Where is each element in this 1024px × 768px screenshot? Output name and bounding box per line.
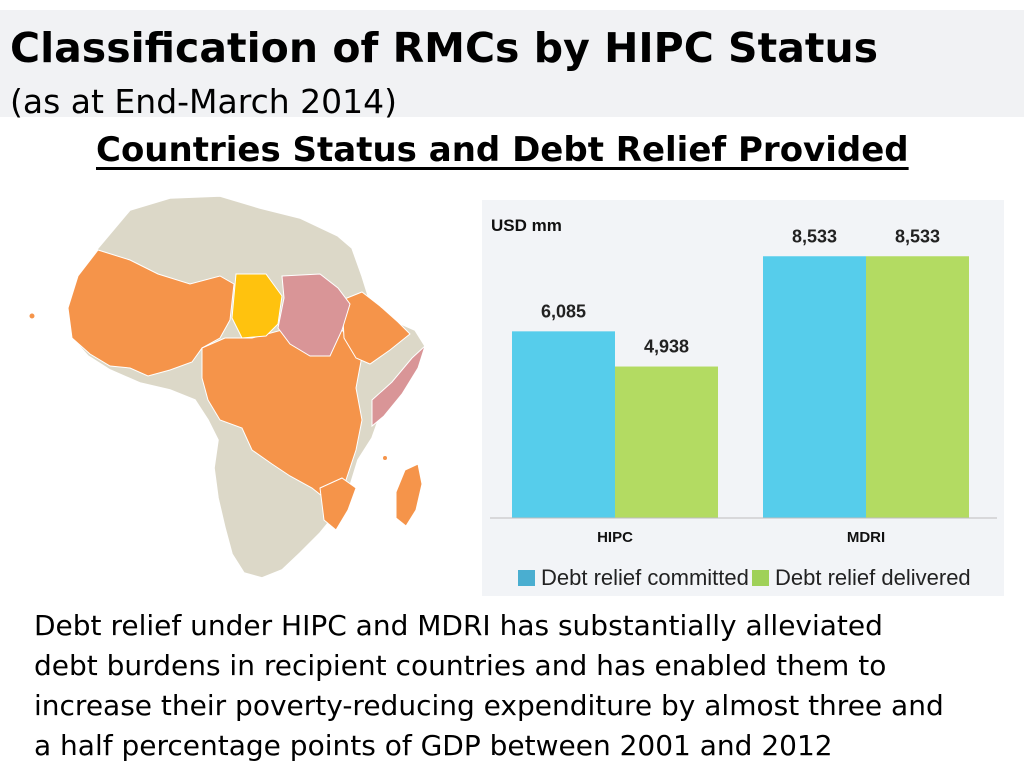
body-line: Debt relief under HIPC and MDRI has subs… <box>34 609 883 642</box>
map-region-ethiopia <box>341 291 411 365</box>
map-region-somalia <box>371 344 427 428</box>
body-text: Debt relief under HIPC and MDRI has subs… <box>34 606 1004 766</box>
map-island-comoros <box>382 455 388 461</box>
data-label: 8,533 <box>895 226 940 246</box>
title-band: Classification of RMCs by HIPC Status (a… <box>0 10 1024 121</box>
map-region-west-africa <box>67 249 235 377</box>
map-region-chad <box>231 273 283 339</box>
map-region-madagascar <box>395 463 423 527</box>
africa-map-svg <box>28 195 427 579</box>
category-label: MDRI <box>847 529 885 546</box>
data-label: 4,938 <box>644 337 689 357</box>
data-label: 8,533 <box>792 226 837 246</box>
africa-map <box>20 188 445 586</box>
section-heading: Countries Status and Debt Relief Provide… <box>96 130 909 170</box>
bar-mdri-delivered <box>866 256 969 518</box>
legend-swatch <box>518 570 535 586</box>
bar-mdri-committed <box>763 256 866 518</box>
bar-chart: USD mm 6,085 4,938 8,533 8,533 HIPC MDRI Deb… <box>490 216 997 590</box>
bars-layer: 6,085 4,938 8,533 8,533 <box>512 226 969 518</box>
legend-label: Debt relief delivered <box>775 565 971 590</box>
data-label: 6,085 <box>541 301 586 321</box>
unit-label: USD mm <box>491 216 562 235</box>
bar-hipc-committed <box>512 331 615 518</box>
body-line: increase their poverty-reducing expendit… <box>34 689 944 722</box>
category-label: HIPC <box>597 529 633 546</box>
map-region-sudan <box>277 273 351 357</box>
map-region-south-east <box>319 477 357 531</box>
body-line: debt burdens in recipient countries and … <box>34 649 887 682</box>
map-island-cape-verde <box>28 312 36 320</box>
page-subtitle: (as at End-March 2014) <box>10 82 397 121</box>
legend-swatch <box>752 570 769 586</box>
page-title: Classification of RMCs by HIPC Status <box>10 24 879 72</box>
body-line: a half percentage points of GDP between … <box>34 729 833 762</box>
legend-label: Debt relief committed <box>541 565 749 590</box>
bar-chart-panel: USD mm 6,085 4,938 8,533 8,533 HIPC MDRI Deb… <box>482 200 1004 596</box>
bar-hipc-delivered <box>615 366 718 518</box>
category-labels: HIPC MDRI <box>597 529 885 546</box>
legend: Debt relief committed Debt relief deliver… <box>518 565 971 590</box>
